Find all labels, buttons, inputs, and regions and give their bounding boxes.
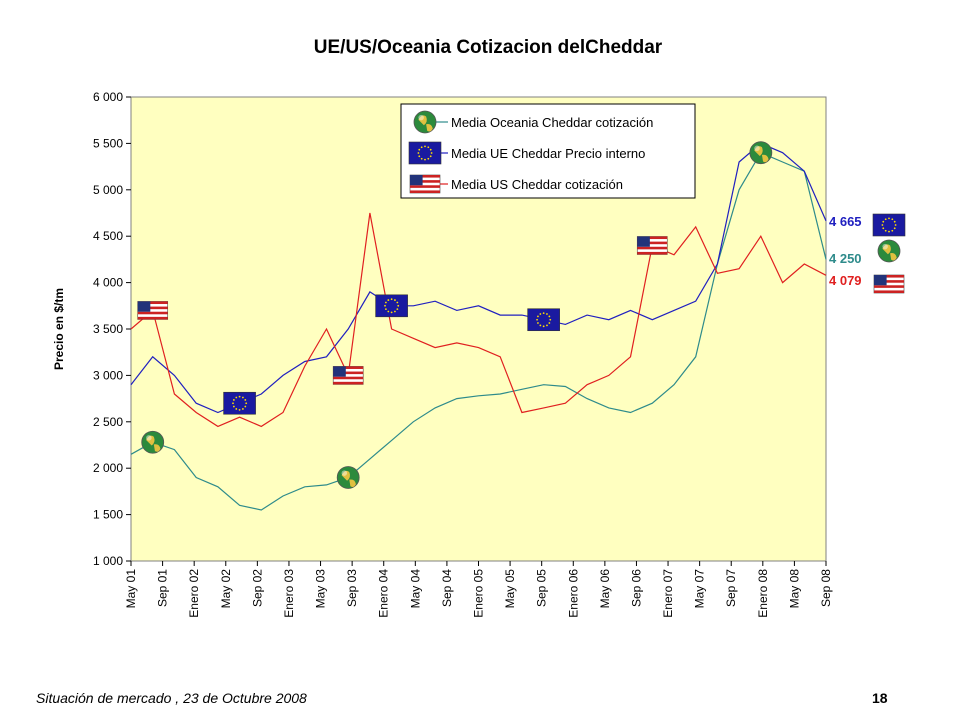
series-line-2 [130,212,827,428]
eu-flag-icon [223,391,256,415]
y-tick-label: 2 000 [93,461,123,475]
us-flag-icon [636,236,668,255]
x-tick-label: Sep 01 [156,569,170,607]
eu-flag-icon [872,213,906,237]
us-flag-icon [332,366,364,385]
legend-label: Media Oceania Cheddar cotización [451,115,653,130]
us-flag-icon [137,301,169,320]
legend-label: Media US Cheddar cotización [451,177,623,192]
x-tick-label: May 04 [408,569,422,609]
globe-icon [141,430,165,454]
globe-icon [877,239,901,263]
x-tick-label: Enero 04 [377,569,391,618]
legend-entry: Media Oceania Cheddar cotización [413,110,653,134]
globe-icon [336,466,360,489]
x-tick-label: Enero 02 [187,569,201,618]
legend-entry: Media UE Cheddar Precio interno [408,141,645,165]
x-tick-label: Sep 04 [440,569,454,607]
x-tick-label: May 03 [314,569,328,609]
x-tick-label: May 01 [124,569,138,609]
x-tick-label: Sep 07 [724,569,738,607]
page-number: 18 [872,690,888,706]
x-tick-label: Enero 03 [282,569,296,618]
x-tick-label: May 06 [598,569,612,609]
series-line-0 [130,151,827,511]
x-tick-label: May 07 [693,569,707,609]
x-tick-label: Enero 07 [661,569,675,618]
eu-flag-icon [408,141,442,165]
y-tick-label: 5 500 [93,136,123,150]
chart: UE/US/Oceania Cotizacion delCheddar 1 00… [52,37,906,618]
eu-flag-icon [527,308,560,332]
y-tick-label: 6 000 [93,90,123,104]
y-tick-label: 2 500 [93,415,123,429]
end-value-label: 4 079 [829,273,862,288]
x-tick-label: Sep 08 [819,569,833,607]
y-tick-label: 1 500 [93,508,123,522]
x-axis: May 01 Sep 01 Enero 02 May 02 Sep 02 Enero 03… [124,561,833,618]
globe-icon [749,141,773,165]
series-markers [137,141,773,489]
y-tick-label: 1 000 [93,554,123,568]
x-tick-label: Sep 06 [629,569,643,607]
eu-flag-icon [375,294,408,318]
us-flag-icon [409,174,441,194]
end-value-label: 4 250 [829,251,862,266]
legend: Media Oceania Cheddar cotización Media UE… [400,103,696,199]
y-axis-label: Precio en $/tm [52,288,66,370]
legend-entry: Media US Cheddar cotización [409,174,623,194]
end-labels: 4 250 4 665 4 079 [829,213,906,294]
x-tick-label: Enero 08 [756,569,770,618]
y-axis: 1 000 1 500 2 000 2 500 3 000 3 500 4 000 4 500… [93,90,131,568]
x-tick-label: May 08 [787,569,801,609]
x-tick-label: Enero 05 [472,569,486,618]
footer-text: Situación de mercado , 23 de Octubre 200… [36,690,307,706]
y-tick-label: 4 000 [93,276,123,290]
y-tick-label: 3 000 [93,368,123,382]
x-tick-label: Sep 03 [345,569,359,607]
us-flag-icon [873,274,905,294]
x-tick-label: May 05 [503,569,517,609]
chart-title: UE/US/Oceania Cotizacion delCheddar [314,37,663,58]
x-tick-label: May 02 [219,569,233,609]
y-tick-label: 4 500 [93,229,123,243]
globe-icon [413,110,437,134]
y-tick-label: 5 000 [93,183,123,197]
end-value-label: 4 665 [829,214,862,229]
x-tick-label: Enero 06 [566,569,580,618]
x-tick-label: Sep 02 [250,569,264,607]
y-tick-label: 3 500 [93,322,123,336]
legend-label: Media UE Cheddar Precio interno [451,146,645,161]
x-tick-label: Sep 05 [535,569,549,607]
legend-box [400,103,696,199]
